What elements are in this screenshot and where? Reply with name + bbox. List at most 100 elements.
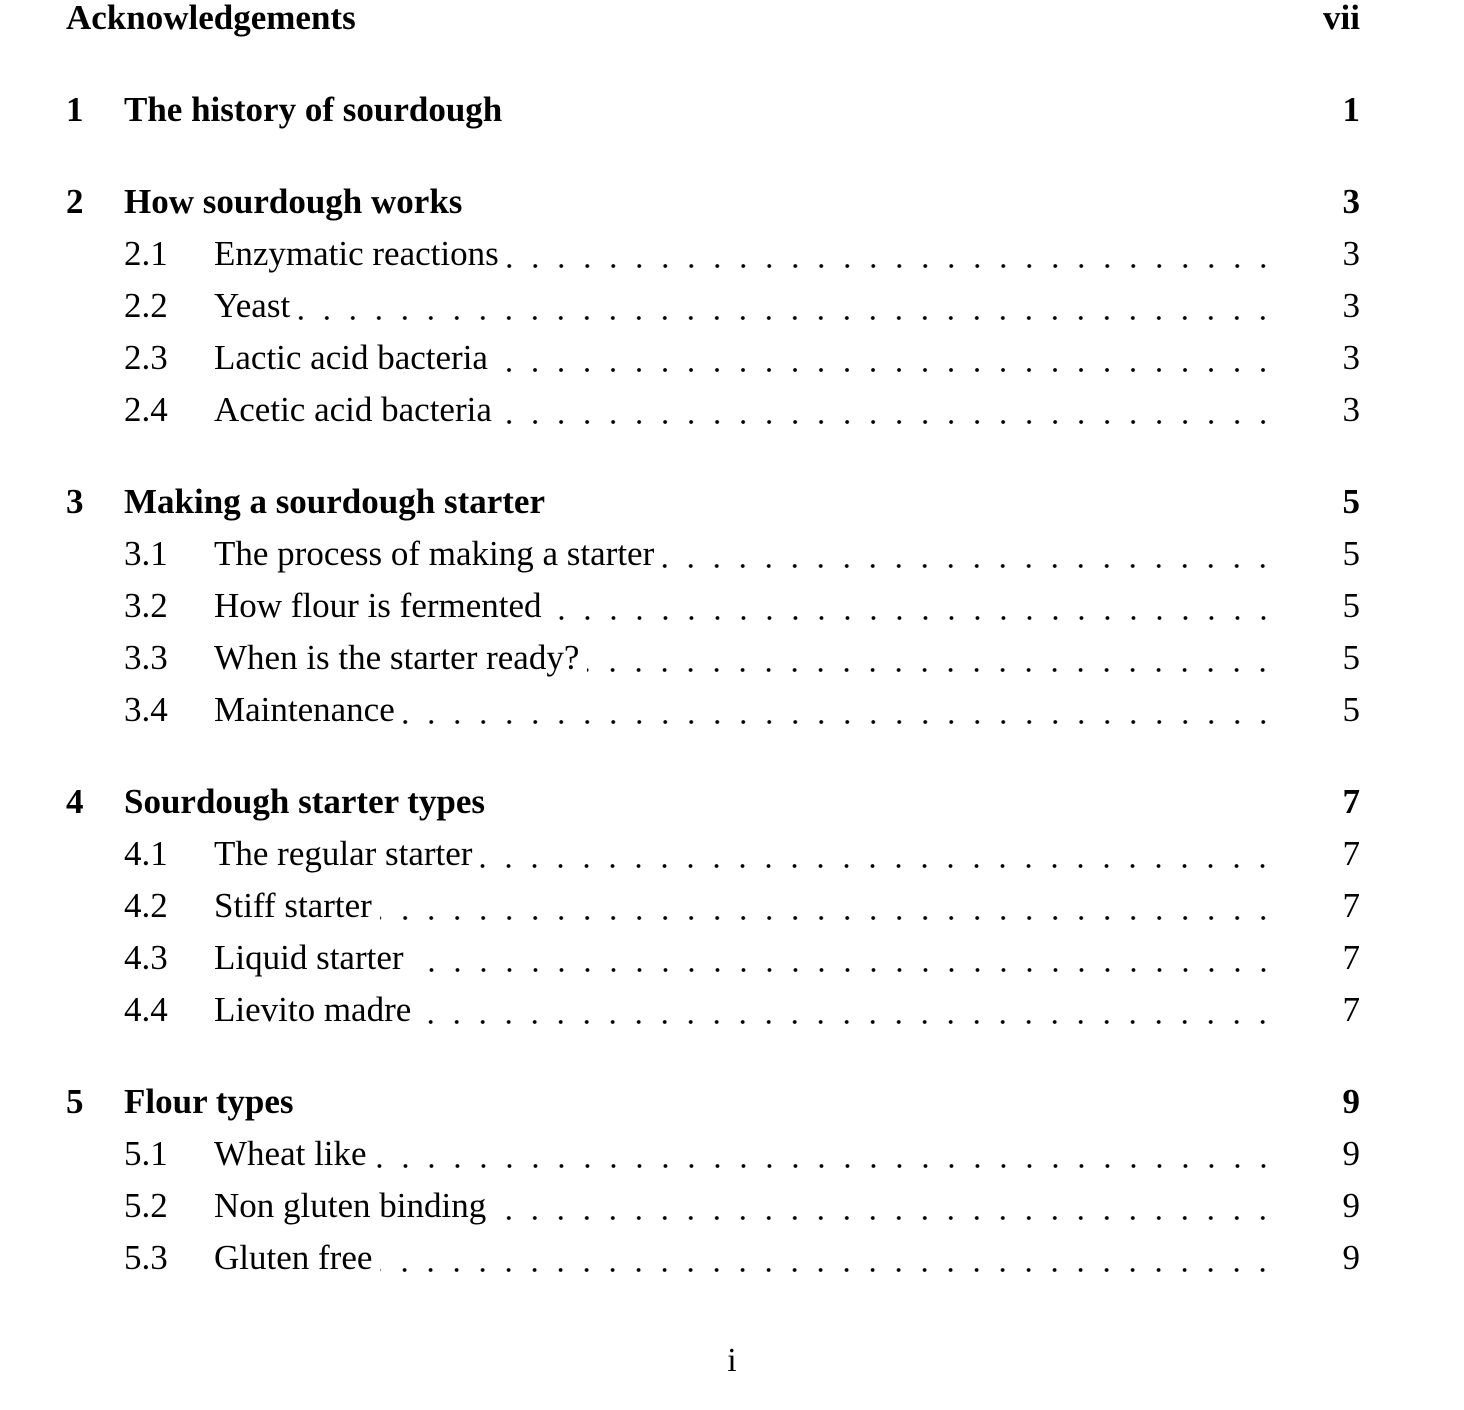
dot-leader [379,880,1276,932]
section-title: When is the starter ready? [214,638,580,677]
dot-leader [662,528,1276,580]
toc-chapter-entry[interactable]: 5 Flour types 9 [66,1076,1360,1128]
toc-section-entry[interactable]: 4.3 Liquid starter 7 [66,932,1360,984]
toc-entry-acknowledgements[interactable]: Acknowledgements vii [66,0,1360,44]
chapter-number: 4 [66,782,84,821]
toc-chapter-entry[interactable]: 1 The history of sourdough 1 [66,84,1360,136]
chapter-number: 3 [66,482,84,521]
section-page: 3 [1342,286,1361,325]
section-title: Wheat like [214,1134,367,1173]
toc-section-entry[interactable]: 3.1 The process of making a starter 5 [66,528,1360,580]
dot-leader [298,280,1276,332]
section-number: 3.3 [124,638,168,677]
section-title: The process of making a starter [214,534,655,573]
section-title: Acetic acid bacteria [214,390,492,429]
section-title: Maintenance [214,690,395,729]
dot-leader [549,580,1276,632]
chapter-number: 2 [66,182,84,221]
section-page: 7 [1342,938,1361,977]
section-number: 2.3 [124,338,168,377]
section-number: 5.2 [124,1186,168,1225]
section-title: Lactic acid bacteria [214,338,488,377]
toc-chapter-entry[interactable]: 2 How sourdough works 3 [66,176,1360,228]
section-page: 7 [1342,886,1361,925]
chapter-title: Sourdough starter types [124,782,486,821]
chapter-page: 1 [1342,90,1361,129]
dot-leader [380,1232,1276,1284]
toc-section-entry[interactable]: 2.1 Enzymatic reactions 3 [66,228,1360,280]
section-number: 3.2 [124,586,168,625]
chapter-title: The history of sourdough [124,90,503,129]
section-number: 2.2 [124,286,168,325]
section-title: Enzymatic reactions [214,234,499,273]
table-of-contents: Acknowledgements vii 1 The history of sou… [66,0,1360,1284]
section-page: 9 [1342,1134,1361,1173]
section-title: Lievito madre [214,990,412,1029]
dot-leader [495,332,1276,384]
section-number: 2.4 [124,390,168,429]
dot-leader [494,1180,1276,1232]
section-title: The regular starter [214,834,473,873]
section-number: 3.1 [124,534,168,573]
section-title: How flour is fermented [214,586,542,625]
section-page: 3 [1342,390,1361,429]
toc-chapter-entry[interactable]: 3 Making a sourdough starter 5 [66,476,1360,528]
section-number: 4.4 [124,990,168,1029]
section-number: 4.3 [124,938,168,977]
toc-section-entry[interactable]: 2.2 Yeast 3 [66,280,1360,332]
dot-leader [374,1128,1276,1180]
entry-title: Acknowledgements [66,0,356,37]
dot-leader [587,632,1276,684]
dot-leader [419,984,1276,1036]
toc-section-entry[interactable]: 4.1 The regular starter 7 [66,828,1360,880]
toc-section-entry[interactable]: 5.2 Non gluten binding 9 [66,1180,1360,1232]
section-number: 4.1 [124,834,168,873]
toc-section-entry[interactable]: 2.4 Acetic acid bacteria 3 [66,384,1360,436]
toc-section-entry[interactable]: 2.3 Lactic acid bacteria 3 [66,332,1360,384]
chapter-title: Flour types [124,1082,294,1121]
dot-leader [411,932,1276,984]
toc-section-entry[interactable]: 3.2 How flour is fermented 5 [66,580,1360,632]
section-page: 5 [1342,586,1361,625]
section-number: 5.1 [124,1134,168,1173]
section-page: 5 [1342,534,1361,573]
section-number: 2.1 [124,234,168,273]
section-number: 5.3 [124,1238,168,1277]
page-number: i [727,1342,737,1379]
section-page: 3 [1342,338,1361,377]
section-page: 7 [1342,834,1361,873]
toc-chapter-entry[interactable]: 4 Sourdough starter types 7 [66,776,1360,828]
toc-section-entry[interactable]: 5.3 Gluten free 9 [66,1232,1360,1284]
section-page: 9 [1342,1186,1361,1225]
section-number: 4.2 [124,886,168,925]
dot-leader [480,828,1276,880]
dot-leader [402,684,1276,736]
section-page: 5 [1342,638,1361,677]
chapter-page: 5 [1342,482,1361,521]
section-title: Stiff starter [214,886,372,925]
section-title: Liquid starter [214,938,404,977]
chapter-page: 3 [1342,182,1361,221]
chapter-page: 7 [1342,782,1361,821]
chapter-number: 1 [66,90,84,129]
chapter-title: Making a sourdough starter [124,482,545,521]
entry-page: vii [1323,0,1360,37]
chapter-page: 9 [1342,1082,1361,1121]
section-title: Yeast [214,286,291,325]
toc-section-entry[interactable]: 3.4 Maintenance 5 [66,684,1360,736]
section-title: Non gluten binding [214,1186,487,1225]
toc-section-entry[interactable]: 3.3 When is the starter ready? 5 [66,632,1360,684]
section-title: Gluten free [214,1238,373,1277]
chapter-title: How sourdough works [124,182,463,221]
section-page: 5 [1342,690,1361,729]
toc-section-entry[interactable]: 5.1 Wheat like 9 [66,1128,1360,1180]
toc-section-entry[interactable]: 4.4 Lievito madre 7 [66,984,1360,1036]
chapter-number: 5 [66,1082,84,1121]
section-page: 9 [1342,1238,1361,1277]
section-page: 3 [1342,234,1361,273]
section-page: 7 [1342,990,1361,1029]
dot-leader [499,384,1276,436]
toc-section-entry[interactable]: 4.2 Stiff starter 7 [66,880,1360,932]
section-number: 3.4 [124,690,168,729]
dot-leader [506,228,1276,280]
